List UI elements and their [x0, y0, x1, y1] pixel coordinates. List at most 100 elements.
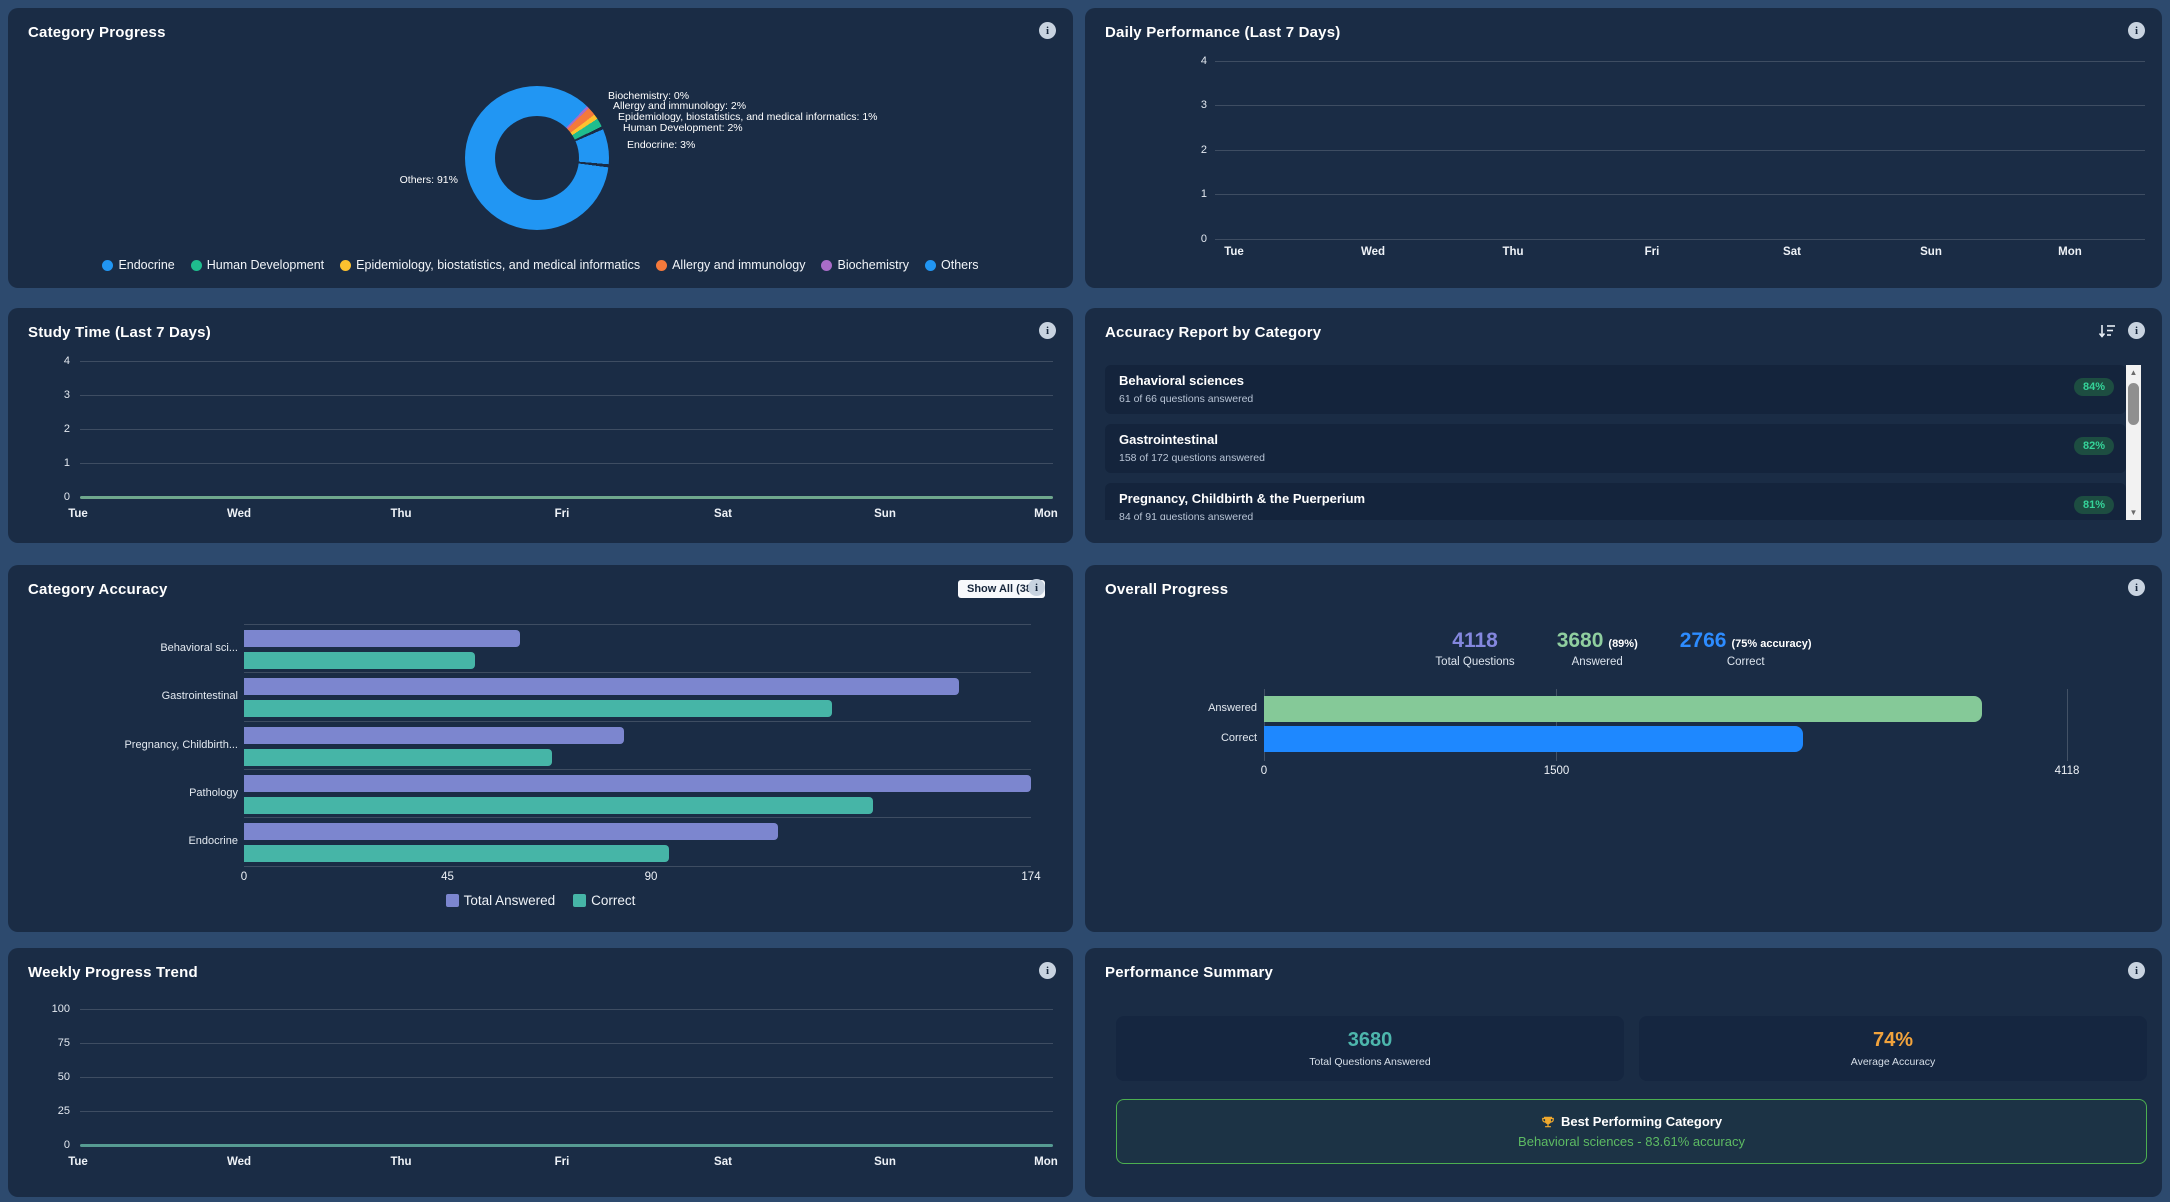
legend-dot — [925, 259, 937, 271]
y-axis-label: 4 — [63, 355, 70, 367]
average-accuracy-value: 74% — [1872, 1029, 1914, 1051]
total-answered-card: 3680 Total Questions Answered — [1116, 1016, 1624, 1081]
gridline — [80, 1077, 1053, 1078]
panel-overall-progress: Overall Progress i 4118 Total Questions 36… — [1085, 565, 2162, 932]
info-icon[interactable]: i — [1028, 579, 1045, 596]
slice-callout: Allergy and immunology: 2% — [613, 100, 747, 112]
info-icon[interactable]: i — [2128, 22, 2145, 39]
gridline — [80, 1111, 1053, 1112]
x-axis-label: Mon — [2058, 246, 2082, 258]
weekly-progress-chart: 100 75 50 25 0 Tue Wed Thu Fri Sat Sun Mon — [8, 948, 1073, 1197]
info-icon[interactable]: i — [1039, 22, 1056, 39]
x-axis-label: Sat — [714, 1156, 732, 1168]
panel-weekly-progress: Weekly Progress Trend i 100 75 50 25 0 Tue Wed… — [8, 948, 1073, 1197]
category-accuracy-chart: Behavioral sci... Gastrointestinal Pregnan… — [8, 565, 1073, 932]
legend-item[interactable]: Total Answered — [445, 893, 555, 908]
stat-suffix: (75% accuracy) — [1731, 638, 1812, 650]
legend-item[interactable]: Biochemistry — [821, 258, 909, 272]
scrollbar[interactable]: ▲ ▼ — [2126, 365, 2141, 520]
donut-hole — [495, 116, 579, 200]
legend-label: Correct — [591, 893, 636, 908]
item-detail: 158 of 172 questions answered — [1119, 452, 1265, 464]
panel-accuracy-report: Accuracy Report by Category i Behavioral… — [1085, 308, 2162, 543]
x-axis-label: Tue — [1224, 246, 1244, 258]
info-icon[interactable]: i — [1039, 962, 1056, 979]
gridline — [244, 624, 1031, 625]
x-axis-label: Thu — [390, 508, 412, 520]
x-axis-label: 4118 — [2054, 765, 2080, 777]
legend-item[interactable]: Endocrine — [102, 258, 175, 272]
study-time-chart: 4 3 2 1 0 Tue Wed Thu Fri Sat Sun Mon — [8, 308, 1073, 543]
overall-progress-stats: 4118 Total Questions 3680 (89%) Answered 2766… — [1085, 629, 2162, 668]
stat-value: 2766 — [1679, 629, 1727, 652]
list-item[interactable]: Gastrointestinal 158 of 172 questions ans… — [1105, 424, 2126, 473]
panel-study-time: Study Time (Last 7 Days) i 4 3 2 1 0 Tue Wed Th… — [8, 308, 1073, 543]
panel-title: Category Progress — [28, 24, 166, 41]
info-icon[interactable]: i — [2128, 579, 2145, 596]
average-accuracy-card: 74% Average Accuracy — [1639, 1016, 2147, 1081]
y-axis-label: 2 — [63, 423, 70, 435]
best-performing-detail: Behavioral sciences - 83.61% accuracy — [1518, 1134, 1745, 1149]
data-line — [80, 1144, 1053, 1147]
slice-callout: Epidemiology, biostatistics, and medical… — [618, 111, 878, 123]
y-axis-label: 1 — [1200, 188, 1207, 200]
gridline — [1264, 689, 1265, 761]
y-axis-label: 3 — [63, 389, 70, 401]
y-axis-label: 0 — [63, 1139, 70, 1151]
gridline — [244, 865, 1031, 867]
category-label: Pathology — [189, 786, 238, 799]
x-axis-label: 90 — [644, 871, 658, 883]
legend-item[interactable]: Others — [925, 258, 979, 272]
accuracy-badge: 84% — [2073, 378, 2114, 396]
info-icon[interactable]: i — [2128, 322, 2145, 339]
panel-title: Weekly Progress Trend — [28, 964, 198, 981]
legend-item[interactable]: Allergy and immunology — [656, 258, 805, 272]
info-icon[interactable]: i — [1039, 322, 1056, 339]
gridline — [1215, 105, 2145, 106]
y-axis-label: 100 — [51, 1003, 70, 1015]
sort-descending-icon[interactable] — [2098, 323, 2116, 339]
gridline — [1215, 61, 2145, 62]
legend-label: Biochemistry — [837, 258, 910, 272]
stat-label: Correct — [1726, 656, 1765, 668]
best-performing-title: Best Performing Category — [1560, 1114, 1723, 1129]
scrollbar-thumb[interactable] — [2128, 383, 2139, 425]
item-detail: 61 of 66 questions answered — [1119, 393, 1254, 405]
best-performing-heading: Best Performing Category — [1541, 1114, 1722, 1129]
gridline — [244, 817, 1031, 819]
legend-item[interactable]: Human Development — [190, 258, 324, 272]
legend-item[interactable]: Correct — [573, 893, 635, 908]
panel-daily-performance: Daily Performance (Last 7 Days) i 4 3 2 1 0 T… — [1085, 8, 2162, 288]
y-axis-label: 4 — [1200, 55, 1207, 67]
gridline — [80, 463, 1053, 464]
show-all-button[interactable]: Show All (38) — [958, 580, 1045, 598]
correct-bar — [244, 700, 832, 718]
gridline — [1215, 150, 2145, 151]
panel-title: Category Accuracy — [28, 581, 168, 598]
item-name: Behavioral sciences — [1119, 373, 1245, 388]
bar-legend: Total Answered Correct — [8, 893, 1073, 908]
accuracy-report-list: Behavioral sciences 61 of 66 questions an… — [1105, 365, 2126, 520]
x-axis-label: Sat — [1783, 246, 1801, 258]
list-item[interactable]: Behavioral sciences 61 of 66 questions an… — [1105, 365, 2126, 414]
scroll-up-icon[interactable]: ▲ — [2129, 368, 2138, 377]
list-item[interactable]: Pregnancy, Childbirth & the Puerperium 84… — [1105, 483, 2126, 520]
x-axis-label: Fri — [554, 508, 570, 520]
gridline — [244, 720, 1031, 722]
gridline — [1215, 194, 2145, 195]
total-answered-label: Total Questions Answered — [1309, 1056, 1431, 1068]
info-icon[interactable]: i — [2128, 962, 2145, 979]
panel-title: Accuracy Report by Category — [1105, 324, 1322, 341]
x-axis-label: Mon — [1034, 1156, 1058, 1168]
gridline — [80, 1043, 1053, 1044]
stat-label: Total Questions — [1435, 656, 1515, 668]
x-axis-label: Wed — [226, 1156, 252, 1168]
x-axis-label: Tue — [68, 1156, 88, 1168]
legend-label: Allergy and immunology — [672, 258, 806, 272]
legend-dot — [102, 259, 114, 271]
overall-progress-chart: 0 1500 4118 Answered Correct — [1085, 565, 2162, 932]
slice-callout: Human Development: 2% — [623, 122, 743, 134]
legend-item[interactable]: Epidemiology, biostatistics, and medical… — [340, 258, 640, 272]
scroll-down-icon[interactable]: ▼ — [2129, 508, 2138, 517]
x-axis-label: Thu — [1502, 246, 1524, 258]
